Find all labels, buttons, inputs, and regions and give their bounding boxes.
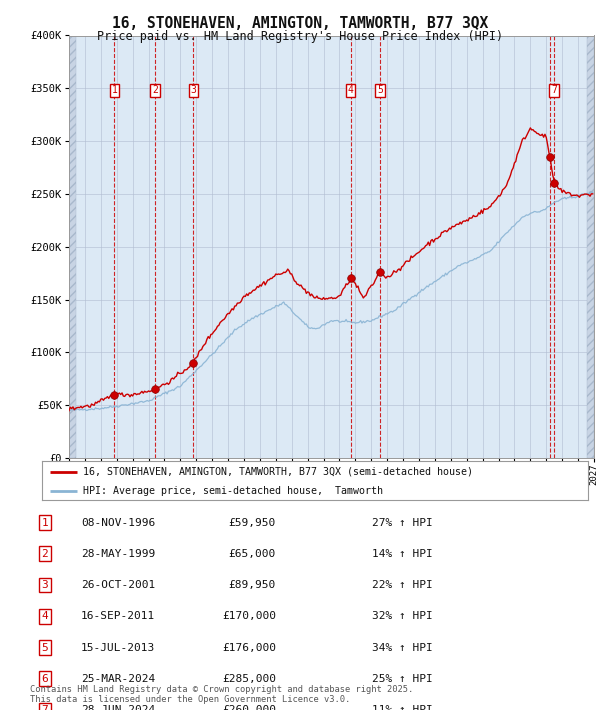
Text: 3: 3	[190, 85, 196, 95]
Text: 2: 2	[152, 85, 158, 95]
Text: 25-MAR-2024: 25-MAR-2024	[81, 674, 155, 684]
Text: 14% ↑ HPI: 14% ↑ HPI	[372, 549, 433, 559]
Text: 4: 4	[41, 611, 49, 621]
Text: £176,000: £176,000	[222, 643, 276, 652]
Text: Contains HM Land Registry data © Crown copyright and database right 2025.
This d: Contains HM Land Registry data © Crown c…	[30, 685, 413, 704]
Text: 1: 1	[112, 85, 118, 95]
Text: £170,000: £170,000	[222, 611, 276, 621]
Text: 1: 1	[41, 518, 49, 528]
Text: 28-JUN-2024: 28-JUN-2024	[81, 705, 155, 710]
Text: £59,950: £59,950	[229, 518, 276, 528]
Text: 26-OCT-2001: 26-OCT-2001	[81, 580, 155, 590]
Text: £260,000: £260,000	[222, 705, 276, 710]
Text: 5: 5	[41, 643, 49, 652]
Text: 16, STONEHAVEN, AMINGTON, TAMWORTH, B77 3QX (semi-detached house): 16, STONEHAVEN, AMINGTON, TAMWORTH, B77 …	[83, 466, 473, 476]
Text: 2: 2	[41, 549, 49, 559]
Bar	[69, 36, 76, 458]
Text: £65,000: £65,000	[229, 549, 276, 559]
Text: 4: 4	[348, 85, 353, 95]
Text: 15-JUL-2013: 15-JUL-2013	[81, 643, 155, 652]
Text: £285,000: £285,000	[222, 674, 276, 684]
Text: 7: 7	[551, 85, 557, 95]
Text: 7: 7	[41, 705, 49, 710]
Text: 11% ↑ HPI: 11% ↑ HPI	[372, 705, 433, 710]
Text: 34% ↑ HPI: 34% ↑ HPI	[372, 643, 433, 652]
Text: £89,950: £89,950	[229, 580, 276, 590]
Bar	[587, 36, 594, 458]
Text: 22% ↑ HPI: 22% ↑ HPI	[372, 580, 433, 590]
Text: 6: 6	[41, 674, 49, 684]
Text: Price paid vs. HM Land Registry's House Price Index (HPI): Price paid vs. HM Land Registry's House …	[97, 30, 503, 43]
Text: HPI: Average price, semi-detached house,  Tamworth: HPI: Average price, semi-detached house,…	[83, 486, 383, 496]
Text: 32% ↑ HPI: 32% ↑ HPI	[372, 611, 433, 621]
Text: 16-SEP-2011: 16-SEP-2011	[81, 611, 155, 621]
Text: 28-MAY-1999: 28-MAY-1999	[81, 549, 155, 559]
Text: 27% ↑ HPI: 27% ↑ HPI	[372, 518, 433, 528]
Text: 08-NOV-1996: 08-NOV-1996	[81, 518, 155, 528]
Text: 5: 5	[377, 85, 383, 95]
Text: 25% ↑ HPI: 25% ↑ HPI	[372, 674, 433, 684]
Text: 3: 3	[41, 580, 49, 590]
Text: 16, STONEHAVEN, AMINGTON, TAMWORTH, B77 3QX: 16, STONEHAVEN, AMINGTON, TAMWORTH, B77 …	[112, 16, 488, 31]
